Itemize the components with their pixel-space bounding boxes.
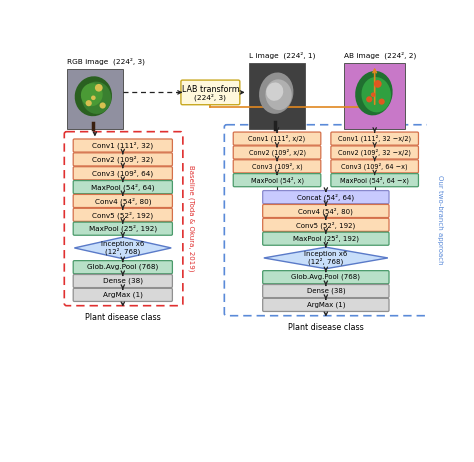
Text: Inception x6
(12², 768): Inception x6 (12², 768): [101, 241, 145, 255]
FancyBboxPatch shape: [331, 132, 419, 145]
Text: Conv5 (52², 192): Conv5 (52², 192): [296, 221, 356, 229]
FancyBboxPatch shape: [73, 153, 173, 166]
Text: MaxPool (25², 192): MaxPool (25², 192): [89, 225, 157, 232]
Polygon shape: [264, 247, 388, 269]
Text: Dense (38): Dense (38): [307, 288, 345, 294]
Bar: [249, 63, 305, 129]
FancyBboxPatch shape: [73, 167, 173, 180]
Ellipse shape: [266, 82, 283, 101]
Text: Conv2 (109², 32): Conv2 (109², 32): [92, 156, 154, 163]
Circle shape: [95, 84, 103, 91]
Polygon shape: [74, 237, 171, 259]
Text: Conv1 (111², x/2): Conv1 (111², x/2): [248, 135, 306, 142]
FancyBboxPatch shape: [73, 222, 173, 235]
FancyBboxPatch shape: [263, 285, 389, 298]
Text: Dense (38): Dense (38): [103, 278, 143, 284]
Text: MaxPool (54², 64): MaxPool (54², 64): [91, 183, 155, 191]
Ellipse shape: [265, 79, 292, 110]
Circle shape: [91, 96, 96, 100]
FancyBboxPatch shape: [331, 160, 419, 173]
Text: Our two-branch approach: Our two-branch approach: [437, 176, 443, 265]
Ellipse shape: [362, 77, 391, 112]
Text: Conv5 (52², 192): Conv5 (52², 192): [92, 211, 154, 219]
Text: MaxPool (25², 192): MaxPool (25², 192): [293, 235, 359, 243]
Text: Concat (54², 64): Concat (54², 64): [297, 194, 355, 201]
FancyBboxPatch shape: [73, 181, 173, 194]
FancyBboxPatch shape: [263, 204, 389, 218]
Circle shape: [371, 92, 375, 97]
FancyBboxPatch shape: [331, 146, 419, 159]
FancyBboxPatch shape: [233, 146, 321, 159]
FancyBboxPatch shape: [233, 132, 321, 145]
Text: L image  (224², 1): L image (224², 1): [249, 51, 316, 59]
Text: (224², 3): (224², 3): [194, 93, 227, 101]
Ellipse shape: [259, 73, 293, 114]
Circle shape: [100, 103, 106, 109]
Text: Conv4 (54², 80): Conv4 (54², 80): [299, 207, 353, 215]
FancyBboxPatch shape: [263, 232, 389, 245]
Text: Conv3 (109², 64): Conv3 (109², 64): [92, 170, 154, 177]
Text: Conv1 (111², 32 −x/2): Conv1 (111², 32 −x/2): [338, 135, 411, 142]
Bar: [67, 69, 123, 129]
FancyBboxPatch shape: [181, 80, 240, 105]
FancyBboxPatch shape: [263, 298, 389, 311]
FancyBboxPatch shape: [73, 274, 173, 287]
FancyBboxPatch shape: [73, 288, 173, 302]
Circle shape: [379, 98, 385, 105]
Text: AB image  (224², 2): AB image (224², 2): [345, 51, 417, 59]
Text: Plant disease class: Plant disease class: [85, 313, 161, 322]
Text: Conv4 (54², 80): Conv4 (54², 80): [94, 197, 151, 205]
FancyBboxPatch shape: [263, 271, 389, 284]
Ellipse shape: [82, 82, 111, 114]
Text: Glob.Avg.Pool (768): Glob.Avg.Pool (768): [87, 264, 158, 270]
Text: MaxPool (54², 64 −x): MaxPool (54², 64 −x): [340, 176, 409, 184]
Text: Glob.Avg.Pool (768): Glob.Avg.Pool (768): [292, 274, 360, 280]
Circle shape: [374, 80, 382, 88]
FancyBboxPatch shape: [331, 174, 419, 187]
FancyBboxPatch shape: [73, 195, 173, 207]
FancyBboxPatch shape: [263, 190, 389, 204]
Text: Conv2 (109², 32 −x/2): Conv2 (109², 32 −x/2): [338, 149, 411, 156]
Circle shape: [366, 96, 373, 103]
Text: Baseline (Toda & Okura, 2019): Baseline (Toda & Okura, 2019): [188, 165, 195, 272]
FancyBboxPatch shape: [73, 208, 173, 221]
FancyBboxPatch shape: [233, 174, 321, 187]
FancyBboxPatch shape: [73, 139, 173, 152]
FancyBboxPatch shape: [233, 160, 321, 173]
Text: Plant disease class: Plant disease class: [288, 322, 364, 332]
Text: ArgMax (1): ArgMax (1): [103, 292, 143, 298]
Text: LAB transform: LAB transform: [182, 85, 239, 94]
Circle shape: [86, 100, 92, 106]
Text: Conv1 (111², 32): Conv1 (111², 32): [92, 142, 154, 149]
FancyBboxPatch shape: [73, 261, 173, 274]
Ellipse shape: [355, 71, 392, 116]
Ellipse shape: [75, 76, 112, 116]
Bar: [345, 63, 405, 129]
Text: MaxPool (54², x): MaxPool (54², x): [251, 176, 303, 184]
Text: ArgMax (1): ArgMax (1): [307, 302, 345, 308]
Text: Inception x6
(12², 768): Inception x6 (12², 768): [304, 250, 347, 265]
Ellipse shape: [81, 83, 103, 106]
FancyBboxPatch shape: [263, 218, 389, 231]
Text: Conv3 (109², 64 −x): Conv3 (109², 64 −x): [341, 163, 408, 170]
Text: RGB image  (224², 3): RGB image (224², 3): [67, 57, 145, 65]
Text: Conv2 (109², x/2): Conv2 (109², x/2): [248, 149, 306, 156]
Text: Conv3 (109², x): Conv3 (109², x): [252, 163, 302, 170]
